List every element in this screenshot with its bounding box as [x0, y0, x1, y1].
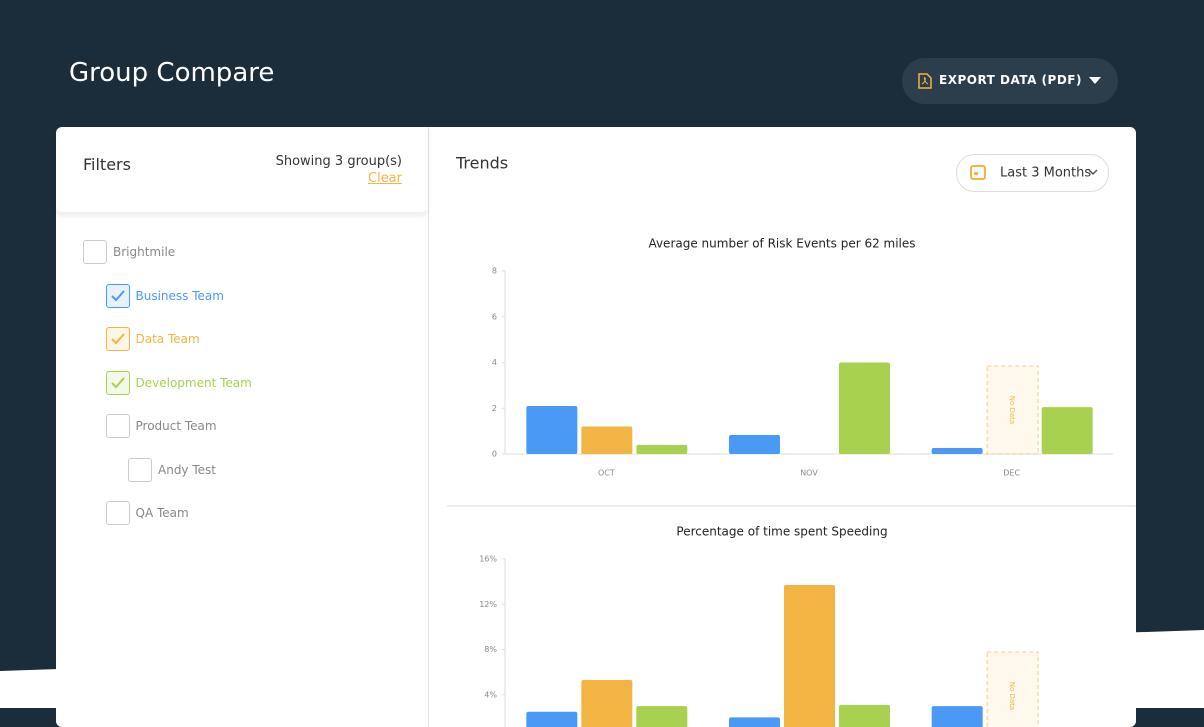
bar: [581, 680, 633, 727]
bar: [581, 426, 633, 454]
y-tick-label: 0: [492, 450, 497, 459]
y-tick-label: 4: [492, 358, 497, 367]
showing-count: Showing 3 group(s): [275, 154, 402, 169]
dropdown-arrow: [1089, 77, 1101, 84]
no-data-label: No Data: [1008, 396, 1016, 424]
pdf-icon: [918, 73, 932, 89]
export-button[interactable]: EXPORT DATA (PDF): [902, 58, 1118, 104]
bar: [931, 706, 983, 727]
period-select[interactable]: [956, 154, 1109, 192]
chart-title: Percentage of time spent Speeding: [676, 525, 887, 539]
group-label: Business Team: [135, 288, 224, 303]
x-tick-label: OCT: [598, 469, 615, 478]
clear-link[interactable]: Clear: [368, 171, 402, 186]
filters-header: Filters Showing 3 group(s) Clear: [56, 127, 428, 213]
checkbox[interactable]: [105, 370, 130, 395]
trends-panel: Trends Last 3 Months Average number of R…: [447, 154, 1136, 727]
y-tick-label: 8%: [484, 645, 497, 654]
bar: [931, 448, 983, 454]
filters-title: Filters: [83, 155, 131, 174]
group-label: Development Team: [135, 375, 252, 390]
group-label: QA Team: [135, 506, 189, 520]
x-tick-label: NOV: [800, 469, 818, 478]
bar: [784, 585, 835, 727]
y-tick-label: 6: [492, 312, 497, 321]
bar: [839, 362, 890, 454]
bar: [839, 704, 890, 727]
check-mark: [110, 333, 125, 345]
y-tick-label: 2: [492, 404, 497, 413]
check-path: [110, 376, 125, 388]
group-label: Data Team: [135, 332, 200, 346]
check-path: [110, 333, 125, 345]
period-arrow: [1088, 169, 1098, 176]
bar: [526, 405, 578, 454]
export-label: EXPORT DATA (PDF): [939, 73, 1082, 87]
x-tick-label: DEC: [1003, 469, 1020, 478]
y-tick-label: 4%: [484, 690, 497, 699]
calendar-icon: [970, 165, 986, 180]
check-mark: [110, 289, 125, 301]
chart-title: Average number of Risk Events per 62 mil…: [648, 237, 915, 251]
checkbox[interactable]: [105, 327, 130, 351]
bar: [729, 717, 780, 727]
checkbox[interactable]: [105, 414, 130, 438]
page-title: Group Compare: [69, 58, 275, 88]
calendar-icon-dot: [974, 172, 978, 175]
y-tick-label: 16%: [479, 555, 497, 564]
y-tick-label: 12%: [479, 600, 497, 609]
period-label: Last 3 Months: [1000, 166, 1091, 181]
filters-panel: Filters Showing 3 group(s) Clear Brightm…: [56, 127, 429, 727]
checkbox[interactable]: [83, 240, 107, 264]
card: Filters Showing 3 group(s) Clear Brightm…: [56, 127, 1136, 727]
group-label: Product Team: [135, 419, 217, 433]
trends-title: Trends: [455, 154, 508, 173]
checkbox[interactable]: [128, 457, 152, 482]
group-label: Andy Test: [158, 462, 216, 477]
no-data-label: No Data: [1008, 682, 1016, 710]
check-mark: [110, 376, 125, 388]
y-tick-label: 8: [492, 267, 497, 276]
bar: [1041, 407, 1093, 454]
no-data-box: [986, 365, 1039, 455]
page: Group Compare EXPORT DATA (PDF) Filters …: [0, 58, 1204, 727]
bar: [729, 435, 780, 454]
checkbox[interactable]: [105, 501, 130, 525]
bar: [636, 444, 688, 454]
bar: [636, 706, 688, 727]
checkbox[interactable]: [105, 283, 130, 308]
bar: [526, 711, 578, 727]
check-path: [110, 289, 125, 301]
group-label: Brightmile: [113, 245, 176, 259]
